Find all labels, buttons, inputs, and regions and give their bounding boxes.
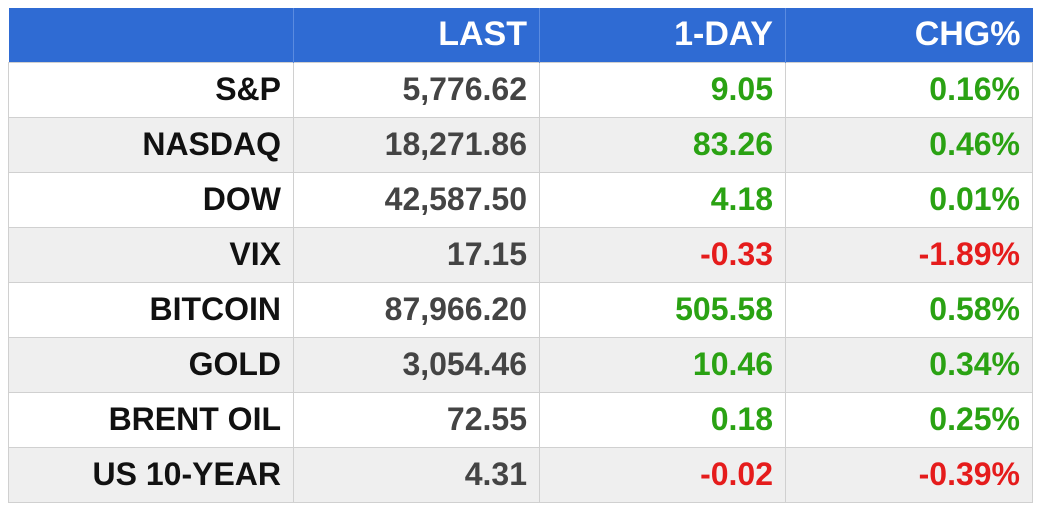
last-value: 72.55 [293, 391, 540, 448]
table-header: LAST 1-DAY CHG% [8, 8, 1033, 62]
last-value: 3,054.46 [293, 336, 540, 393]
one-day-change: 505.58 [539, 281, 786, 338]
table-row: VIX 17.15 -0.33 -1.89% [8, 226, 1033, 283]
percent-change: 0.46% [785, 116, 1033, 173]
table-row: S&P 5,776.62 9.05 0.16% [8, 61, 1033, 118]
instrument-name: NASDAQ [8, 116, 294, 173]
instrument-name: S&P [8, 61, 294, 118]
last-value: 17.15 [293, 226, 540, 283]
percent-change: 0.58% [785, 281, 1033, 338]
instrument-name: BRENT OIL [8, 391, 294, 448]
last-value: 18,271.86 [293, 116, 540, 173]
percent-change: 0.16% [785, 61, 1033, 118]
percent-change: -0.39% [785, 446, 1033, 503]
last-value: 87,966.20 [293, 281, 540, 338]
header-chg-pct: CHG% [785, 8, 1033, 62]
header-1-day: 1-DAY [539, 8, 786, 62]
one-day-change: -0.33 [539, 226, 786, 283]
percent-change: 0.25% [785, 391, 1033, 448]
table-row: GOLD 3,054.46 10.46 0.34% [8, 336, 1033, 393]
one-day-change: 10.46 [539, 336, 786, 393]
one-day-change: 9.05 [539, 61, 786, 118]
instrument-name: US 10-YEAR [8, 446, 294, 503]
header-instrument [8, 8, 294, 62]
header-row: LAST 1-DAY CHG% [8, 8, 1033, 62]
table-row: DOW 42,587.50 4.18 0.01% [8, 171, 1033, 228]
percent-change: -1.89% [785, 226, 1033, 283]
one-day-change: 83.26 [539, 116, 786, 173]
last-value: 42,587.50 [293, 171, 540, 228]
instrument-name: DOW [8, 171, 294, 228]
last-value: 4.31 [293, 446, 540, 503]
table-row: BRENT OIL 72.55 0.18 0.25% [8, 391, 1033, 448]
header-last: LAST [293, 8, 540, 62]
table-row: BITCOIN 87,966.20 505.58 0.58% [8, 281, 1033, 338]
instrument-name: VIX [8, 226, 294, 283]
table-row: US 10-YEAR 4.31 -0.02 -0.39% [8, 446, 1033, 503]
instrument-name: BITCOIN [8, 281, 294, 338]
percent-change: 0.34% [785, 336, 1033, 393]
instrument-name: GOLD [8, 336, 294, 393]
percent-change: 0.01% [785, 171, 1033, 228]
one-day-change: -0.02 [539, 446, 786, 503]
one-day-change: 0.18 [539, 391, 786, 448]
one-day-change: 4.18 [539, 171, 786, 228]
last-value: 5,776.62 [293, 61, 540, 118]
table-row: NASDAQ 18,271.86 83.26 0.46% [8, 116, 1033, 173]
market-table: LAST 1-DAY CHG% S&P 5,776.62 9.05 0.16% NASD… [8, 8, 1033, 503]
table-body: S&P 5,776.62 9.05 0.16% NASDAQ 18,271.86 83.26… [8, 61, 1033, 503]
